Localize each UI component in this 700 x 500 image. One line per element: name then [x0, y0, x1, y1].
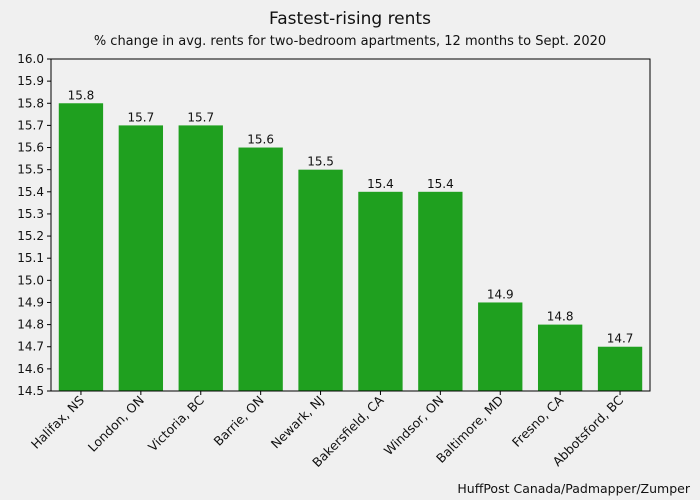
bar [58, 103, 104, 392]
y-axis: 14.5 14.6 14.7 14.8 14.9 15.0 15.1 15.2 15.3 15.4… [17, 52, 51, 398]
data-label: 15.6 [247, 133, 274, 147]
y-tick-label: 16.0 [17, 52, 44, 66]
y-tick-label: 15.2 [17, 229, 44, 243]
y-tick-label: 15.6 [17, 141, 44, 155]
y-tick-label: 14.9 [17, 295, 44, 309]
chart-title: Fastest-rising rents [269, 9, 431, 29]
y-tick-label: 15.9 [17, 74, 44, 88]
bar [118, 125, 164, 392]
x-tick-label: Barrie, ON [210, 393, 266, 449]
x-tick-label: Fresno, CA [509, 392, 567, 450]
bar [298, 169, 343, 391]
y-tick-label: 15.4 [17, 185, 44, 199]
y-tick-label: 15.0 [17, 273, 44, 287]
bars-group: 15.8 15.7 15.7 15.6 15.5 15.4 15.4 14.9 14.8 14.7 [58, 88, 643, 392]
source-note: HuffPost Canada/Padmapper/Zumper [457, 481, 690, 496]
y-tick-label: 15.5 [17, 163, 44, 177]
y-tick-label: 15.3 [17, 207, 44, 221]
y-tick-label: 14.8 [17, 318, 44, 332]
data-label: 14.7 [607, 332, 634, 346]
y-tick-label: 14.7 [17, 340, 44, 354]
y-tick-label: 14.5 [17, 384, 44, 398]
data-label: 14.9 [487, 287, 514, 301]
x-tick-label: Halifax, NS [28, 392, 87, 451]
data-label: 15.4 [367, 177, 394, 191]
x-tick-label: London, ON [85, 393, 147, 455]
x-tick-label: Victoria, BC [145, 392, 207, 454]
data-label: 15.8 [68, 88, 95, 102]
y-tick-label: 15.7 [17, 118, 44, 132]
data-label: 15.7 [127, 110, 154, 124]
data-label: 15.5 [307, 155, 334, 169]
data-label: 14.8 [547, 310, 574, 324]
bar [478, 302, 523, 391]
bar [358, 191, 403, 391]
y-tick-label: 15.1 [17, 251, 44, 265]
bar [238, 147, 283, 391]
bar [597, 346, 643, 391]
data-label: 15.7 [187, 110, 214, 124]
bar [418, 191, 463, 391]
bar [178, 125, 223, 392]
y-tick-label: 14.6 [17, 362, 44, 376]
bar [537, 324, 583, 391]
x-tick-label: Newark, NJ [268, 393, 327, 452]
data-label: 15.4 [427, 177, 454, 191]
chart-subtitle: % change in avg. rents for two-bedroom a… [94, 34, 606, 49]
plot-frame [50, 58, 651, 392]
y-tick-label: 15.8 [17, 96, 44, 110]
x-tick-label: Windsor, ON [381, 393, 447, 459]
